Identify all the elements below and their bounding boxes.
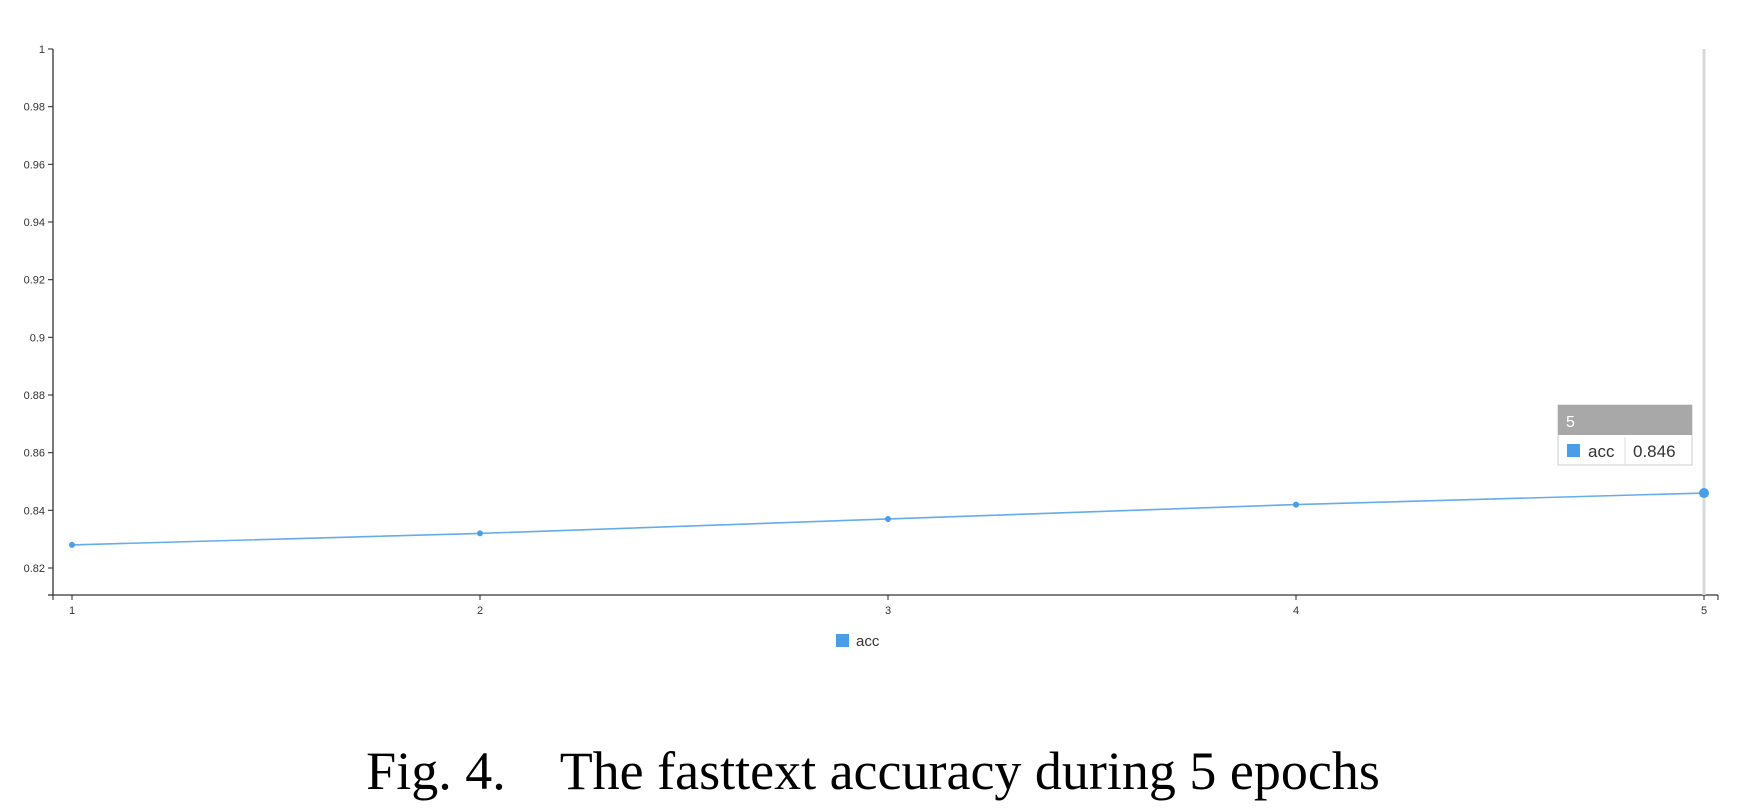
y-tick-label: 0.9 <box>30 332 45 344</box>
tooltip-series-name: acc <box>1588 442 1615 461</box>
legend-swatch[interactable] <box>836 634 849 647</box>
y-tick-label: 0.84 <box>24 505 45 517</box>
legend[interactable]: acc <box>836 633 880 650</box>
y-axis: 0.82 0.84 0.86 0.88 0.9 0.92 0.94 0.96 0.98 1 <box>24 44 54 596</box>
data-point <box>1699 488 1709 499</box>
y-tick-label: 0.92 <box>24 275 45 287</box>
data-point <box>885 515 891 522</box>
x-axis: 1 2 3 4 5 <box>52 594 1719 617</box>
x-tick-label: 1 <box>69 605 75 617</box>
data-point <box>477 530 483 537</box>
figure-caption: Fig. 4. The fasttext accuracy during 5 e… <box>366 741 1380 801</box>
legend-label[interactable]: acc <box>856 633 880 650</box>
series-acc <box>69 488 1709 548</box>
x-tick-label: 3 <box>885 605 891 617</box>
y-tick-label: 0.98 <box>24 102 45 114</box>
accuracy-line-chart: 1 2 3 4 5 0.82 0.84 0.86 0.88 0.9 0.92 0.94 0.96 0.9… <box>24 44 1719 650</box>
y-tick-label: 0.86 <box>24 448 45 460</box>
tooltip-header <box>1558 405 1692 435</box>
y-tick-label: 0.94 <box>24 217 45 229</box>
y-tick-label: 1 <box>39 44 45 56</box>
data-point <box>1293 501 1299 508</box>
tooltip-swatch <box>1567 444 1580 457</box>
y-tick-label: 0.96 <box>24 159 45 171</box>
y-tick-label: 0.88 <box>24 390 45 402</box>
x-tick-label: 4 <box>1293 605 1299 617</box>
x-tick-label: 5 <box>1701 605 1707 617</box>
data-point <box>69 541 75 548</box>
x-tick-label: 2 <box>477 605 483 617</box>
tooltip-title: 5 <box>1566 414 1575 431</box>
tooltip-value: 0.846 <box>1633 442 1676 461</box>
tooltip: 5 acc 0.846 <box>1557 404 1693 466</box>
y-tick-label: 0.82 <box>24 563 45 575</box>
